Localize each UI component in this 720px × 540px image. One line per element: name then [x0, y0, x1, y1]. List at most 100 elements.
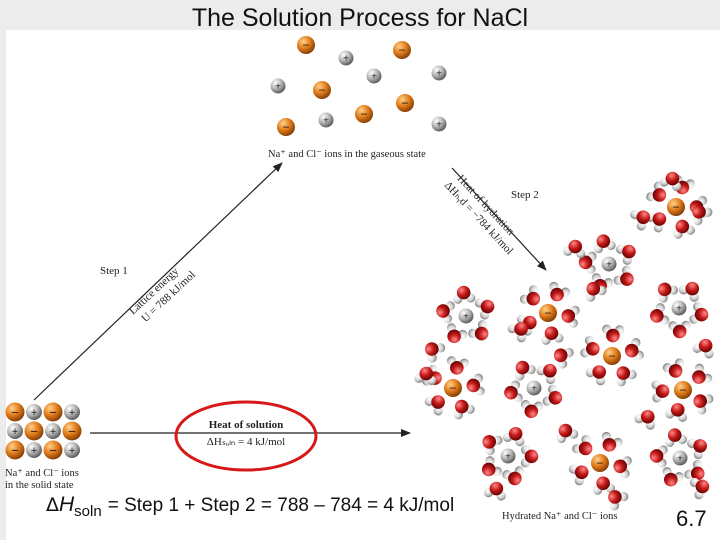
water-molecule-icon [668, 320, 691, 339]
water-molecule-icon [687, 438, 707, 460]
sodium-ion-icon: − [43, 402, 63, 422]
chloride-ion-icon: + [7, 423, 23, 439]
chloride-ion-icon: + [672, 450, 688, 466]
chloride-ion-icon: + [671, 300, 687, 316]
svg-text:+: + [275, 82, 282, 91]
enthalpy-equation: ΔHsoln = Step 1 + Step 2 = 788 – 784 = 4 … [46, 493, 455, 520]
sodium-ion-icon: − [591, 454, 609, 472]
gaseous-ions-group: − + − + − + + − − + − + [270, 36, 447, 136]
heat-of-solution-title: Heat of solution [209, 419, 284, 431]
chloride-ion-icon: + [431, 65, 447, 81]
svg-text:−: − [596, 458, 604, 469]
water-molecule-icon [657, 282, 679, 303]
water-molecule-icon [602, 324, 625, 343]
water-molecule-icon [665, 428, 688, 447]
lattice-energy-label: Lattice energy U = 788 kJ/mol [127, 265, 198, 325]
water-molecule-icon [678, 281, 700, 302]
water-molecule-icon [466, 373, 485, 396]
equation-text: = Step 1 + Step 2 = 788 – 784 = 4 kJ/mol [107, 495, 455, 516]
water-molecule-icon [624, 338, 644, 360]
sodium-ion-icon: − [43, 440, 63, 460]
svg-text:−: − [672, 202, 680, 213]
chloride-ion-icon: + [458, 308, 474, 324]
step2-arrow [451, 167, 547, 271]
svg-text:−: − [30, 426, 38, 437]
water-molecule-icon [436, 301, 455, 324]
svg-text:+: + [30, 407, 37, 417]
svg-text:+: + [30, 445, 37, 455]
sodium-ion-icon: − [603, 347, 621, 365]
water-molecule-icon [608, 490, 629, 511]
chloride-ion-icon: + [526, 380, 542, 396]
equation-subscript: soln [74, 503, 102, 520]
water-molecule-icon [563, 239, 586, 259]
water-molecule-icon [662, 466, 684, 487]
sodium-ion-icon: − [5, 402, 25, 422]
water-molecule-icon [684, 459, 705, 481]
water-molecule-icon [553, 348, 574, 369]
water-molecule-icon [453, 399, 475, 420]
hydrated-ions-group: − + − + + − + − − + + − [414, 171, 714, 511]
svg-text:+: + [676, 304, 683, 313]
water-molecule-icon [616, 366, 637, 387]
water-molecule-icon [613, 265, 634, 286]
svg-text:−: − [449, 383, 457, 394]
water-molecule-icon [424, 395, 445, 416]
sodium-ion-icon: − [277, 118, 295, 136]
water-molecule-icon [651, 380, 670, 403]
chloride-ion-icon: + [64, 404, 80, 420]
water-molecule-icon [556, 423, 579, 444]
chloride-ion-icon: + [318, 112, 334, 128]
slide-number: 6.7 [676, 506, 707, 531]
sodium-ion-icon: − [444, 379, 462, 397]
water-molecule-icon [561, 305, 580, 328]
gaseous-state-caption: Na⁺ and Cl⁻ ions in the gaseous state [268, 149, 426, 160]
svg-text:+: + [436, 120, 443, 129]
water-molecule-icon [507, 322, 528, 343]
svg-text:+: + [677, 454, 684, 463]
chloride-ion-icon: + [45, 423, 61, 439]
svg-text:+: + [606, 260, 613, 269]
equation-delta: Δ [46, 494, 59, 516]
step2-label: Step 2 [511, 189, 539, 201]
water-molecule-icon [692, 363, 713, 384]
water-molecule-icon [502, 466, 524, 486]
svg-text:−: − [49, 407, 57, 418]
svg-text:+: + [463, 312, 470, 321]
water-molecule-icon [692, 205, 713, 226]
water-molecule-icon [650, 303, 670, 325]
water-molecule-icon [504, 380, 523, 403]
svg-text:+: + [11, 426, 18, 436]
svg-text:−: − [49, 445, 57, 456]
water-molecule-icon [541, 326, 564, 345]
water-molecule-icon [601, 431, 623, 452]
slide-title: The Solution Process for NaCl [191, 4, 529, 32]
water-molecule-icon [519, 285, 541, 306]
water-molecule-icon [593, 234, 616, 254]
water-molecule-icon [578, 251, 597, 274]
sodium-ion-icon: − [396, 94, 414, 112]
chloride-ion-icon: + [270, 78, 286, 94]
water-molecule-icon [649, 445, 668, 468]
svg-text:+: + [49, 426, 56, 436]
svg-text:−: − [398, 45, 406, 56]
water-molecule-icon [586, 281, 607, 302]
water-molecule-icon [692, 338, 714, 359]
sodium-ion-icon: − [355, 105, 373, 123]
water-molecule-icon [468, 320, 489, 341]
sodium-ion-icon: − [393, 41, 411, 59]
sodium-ion-icon: − [667, 198, 685, 216]
chloride-ion-icon: + [431, 116, 447, 132]
water-molecule-icon [673, 219, 695, 239]
svg-text:+: + [68, 407, 75, 417]
solid-state-caption-line2: in the solid state [5, 480, 74, 491]
svg-text:−: − [608, 351, 616, 362]
heat-of-hydration-label: Heat of hydration ΔHₕᵧd = −784 kJ/mol [442, 173, 517, 257]
water-molecule-icon [613, 456, 632, 479]
water-molecule-icon [549, 281, 571, 302]
chloride-ion-icon: + [366, 68, 382, 84]
title-band [0, 0, 720, 30]
water-molecule-icon [665, 403, 688, 422]
sodium-ion-icon: − [539, 304, 557, 322]
